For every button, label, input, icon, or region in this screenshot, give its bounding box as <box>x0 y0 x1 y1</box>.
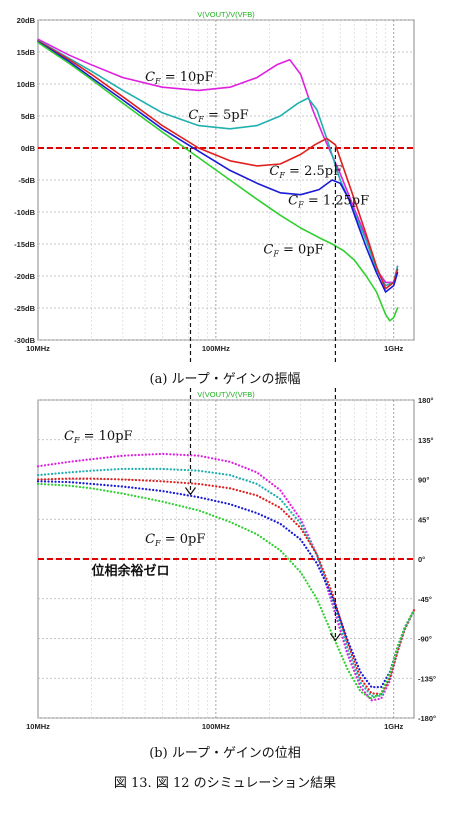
y-tick-label: 10dB <box>17 80 36 89</box>
y-tick-label: 5dB <box>21 112 36 121</box>
x-tick-label: 100MHz <box>202 344 230 353</box>
y-tick-label: 15dB <box>17 48 36 57</box>
caption-phase: (b) ループ・ゲインの位相 <box>149 746 301 761</box>
y-tick-label: -20dB <box>14 272 35 281</box>
y-tick-label: -180° <box>418 714 436 723</box>
x-tick-label: 10MHz <box>26 722 50 731</box>
y-tick-label: -45° <box>418 595 432 604</box>
y-tick-label: -5dB <box>18 176 35 185</box>
series-line <box>37 41 399 293</box>
series-label: CF = 5pF <box>188 108 248 124</box>
series-line <box>37 41 399 322</box>
y-tick-label: 20dB <box>17 16 36 25</box>
gain-chart: 20dB 15dB 10dB 5dB 0dB -5dB -10dB -15dB -20dB -25… <box>14 10 415 365</box>
series-line <box>36 477 416 696</box>
series-line <box>36 467 416 697</box>
x-tick-label: 100MHz <box>202 722 230 731</box>
series-line <box>37 39 399 287</box>
y-tick-label: 90° <box>418 476 429 485</box>
x-tick-label: 10MHz <box>26 344 50 353</box>
arrow-head <box>185 487 196 496</box>
y-tick-label: 0dB <box>21 144 36 153</box>
series-line <box>36 482 416 700</box>
y-tick-label: -15dB <box>14 240 35 249</box>
arrow-head <box>329 633 341 642</box>
phase-margin-annotation: 位相余裕ゼロ <box>92 563 170 579</box>
caption-gain: (a) ループ・ゲインの振幅 <box>149 372 301 387</box>
series-label: CF = 1.25pF <box>288 193 369 209</box>
x-tick-label: 1GHz <box>384 722 403 731</box>
chart-title: V(VOUT)/V(VFB) <box>197 390 255 399</box>
y-tick-label: 45° <box>418 515 429 524</box>
series-label: CF = 0pF <box>263 243 323 259</box>
y-tick-label: 135° <box>418 436 434 445</box>
series-line <box>36 452 416 702</box>
series-label: CF = 10pF <box>145 70 214 86</box>
y-tick-label: -25dB <box>14 304 35 313</box>
y-tick-label: 180° <box>418 396 434 405</box>
y-tick-label: -10dB <box>14 208 35 217</box>
y-tick-label: 0° <box>418 555 425 564</box>
y-tick-label: -30dB <box>14 336 35 345</box>
series-label: CF = 2.5pF <box>269 164 342 180</box>
y-tick-label: -90° <box>418 635 432 644</box>
y-tick-label: -135° <box>418 674 436 683</box>
chart-title: V(VOUT)/V(VFB) <box>197 10 255 19</box>
x-tick-label: 1GHz <box>384 344 403 353</box>
phase-chart: 180° 135° 90° 45° 0° -45° -90° -135° -180° 10MHz 1… <box>26 388 436 731</box>
series-line <box>37 40 399 290</box>
figure-caption: 図 13. 図 12 のシミュレーション結果 <box>113 776 337 791</box>
series-label: CF = 0pF <box>145 532 205 548</box>
series-label: CF = 10pF <box>64 429 133 445</box>
